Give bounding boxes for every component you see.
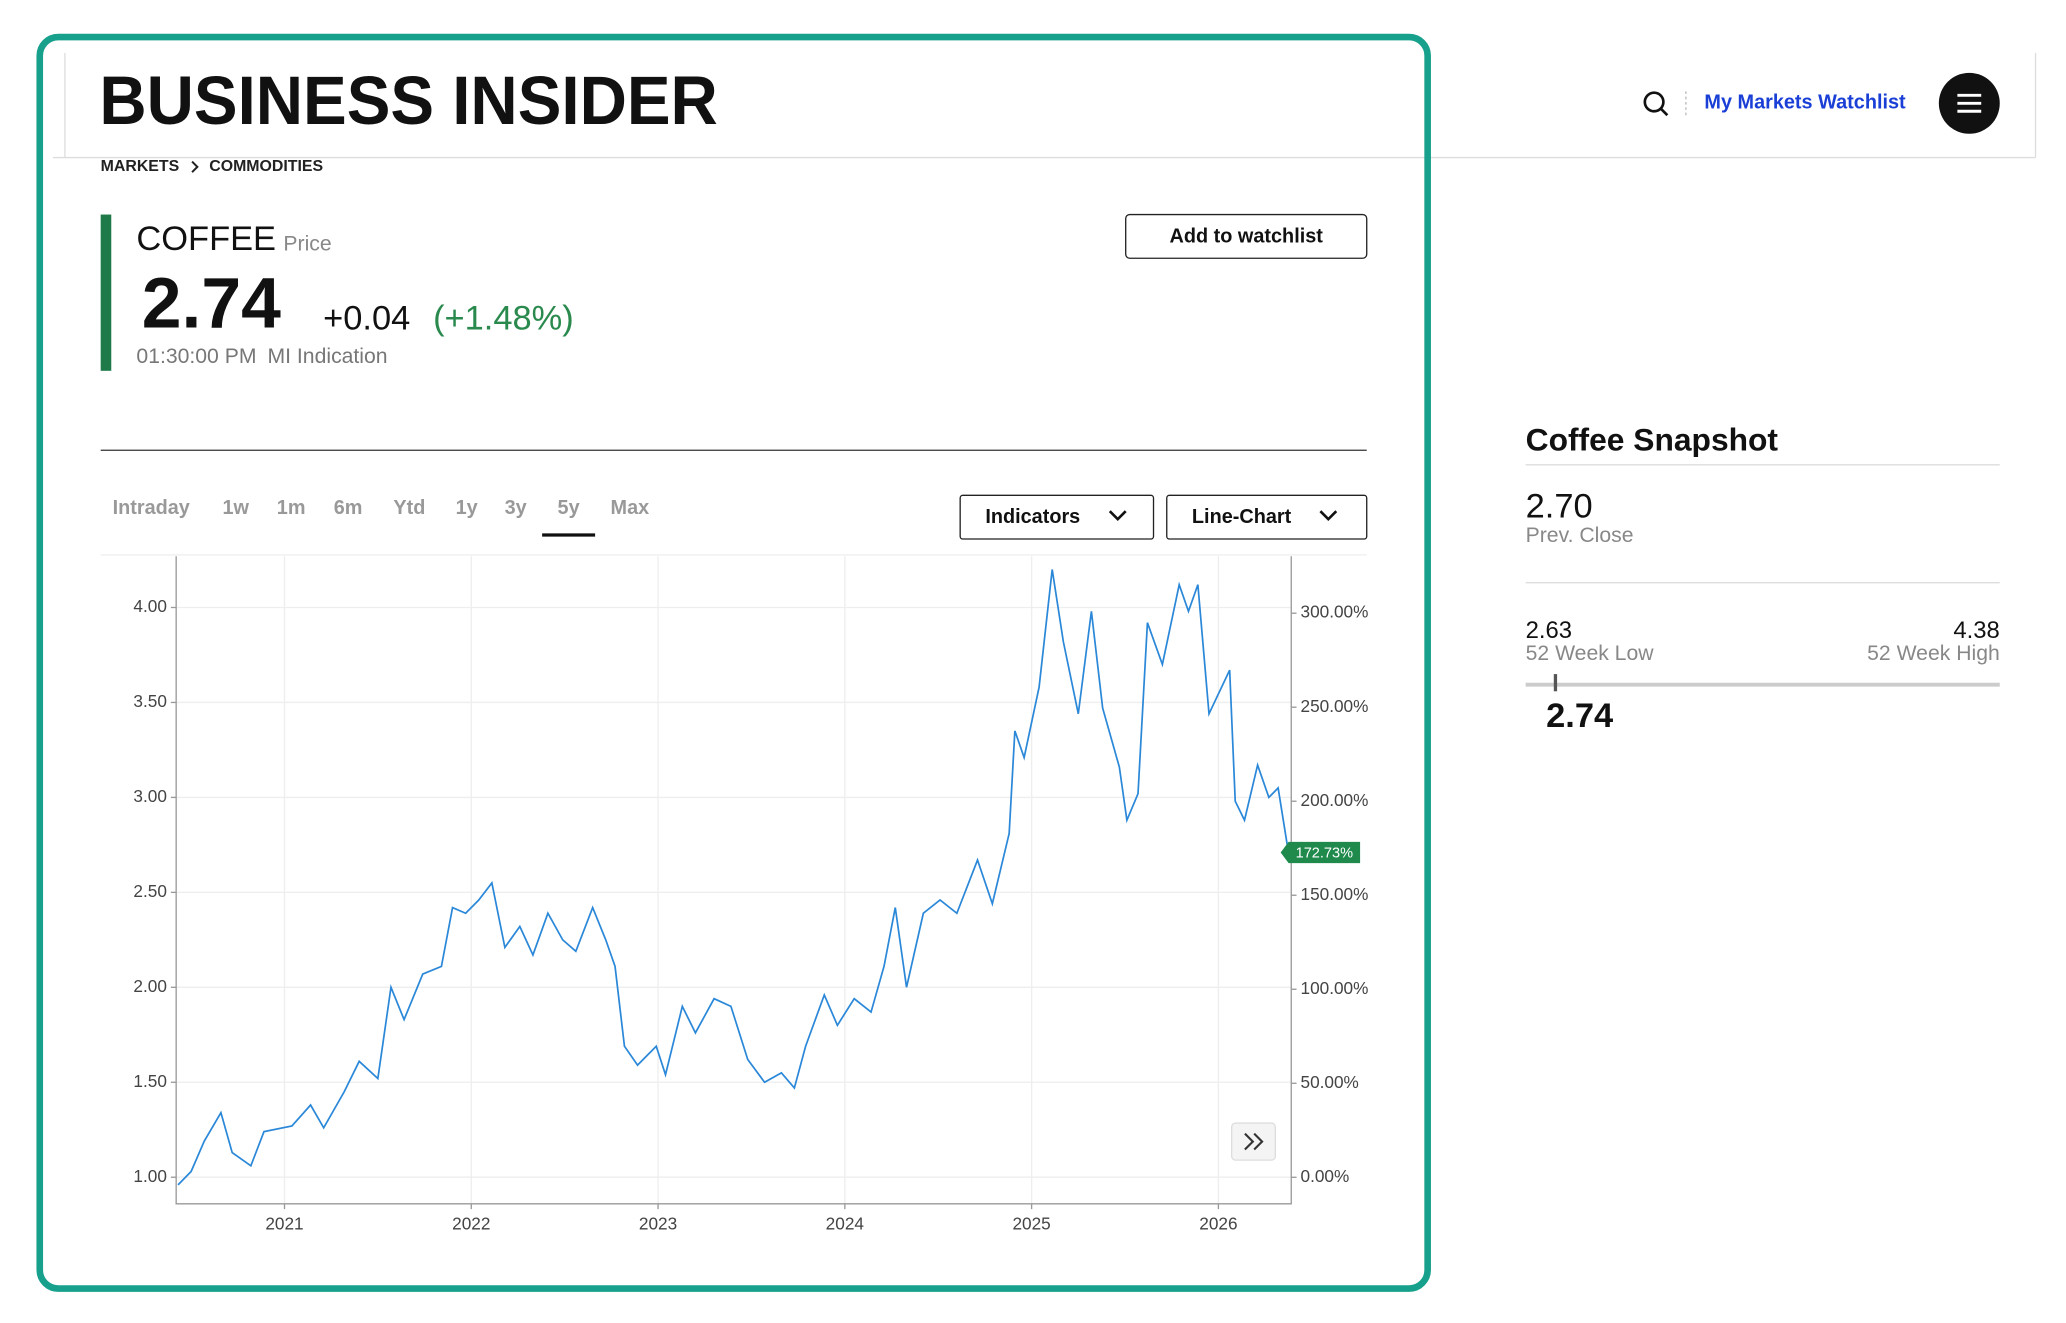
y2-tick-label: 150.00% (1301, 884, 1369, 904)
range-tab[interactable]: 1m (277, 497, 306, 519)
y-tick-label: 4.00 (133, 596, 166, 616)
dropdown-chevron (1319, 510, 1338, 522)
range-current: 2.74 (1546, 697, 1613, 735)
prev-close: 2.70 (1526, 488, 1593, 526)
search-icon (1659, 107, 1669, 117)
range-tab[interactable]: 6m (334, 497, 363, 519)
range-tab[interactable]: 5y (558, 497, 580, 519)
snapshot-title: Coffee Snapshot (1526, 422, 1779, 458)
range-tab[interactable]: Max (611, 497, 650, 519)
price-line (177, 569, 1289, 1186)
week-low: 2.63 (1526, 617, 1572, 644)
indicators-label[interactable]: Indicators (985, 506, 1080, 528)
week-low-label: 52 Week Low (1526, 642, 1655, 665)
highlight-frame (36, 33, 1431, 1292)
logo[interactable]: BUSINESS INSIDER (99, 62, 717, 139)
scroll-icon (1244, 1132, 1264, 1151)
quote-source: MI Indication (268, 345, 388, 368)
x-tick-label: 2022 (452, 1214, 490, 1234)
menu-icon (1957, 93, 1982, 113)
y2-tick-label: 200.00% (1301, 790, 1369, 810)
chart-type-label[interactable]: Line-Chart (1192, 506, 1292, 528)
range-tab[interactable]: 1y (456, 497, 478, 519)
price-change-percent: (+1.48%) (433, 300, 574, 338)
y2-tick-label: 250.00% (1301, 696, 1369, 716)
y-tick-label: 3.00 (133, 786, 166, 806)
y-tick-label: 1.50 (133, 1071, 166, 1091)
y-tick-label: 1.00 (133, 1166, 166, 1186)
search-icon[interactable] (1643, 91, 1665, 113)
plot-frame (175, 556, 1292, 1205)
y2-tick-label: 0.00% (1301, 1166, 1350, 1186)
y2-tick-label: 300.00% (1301, 602, 1369, 622)
instrument-name: COFFEE (136, 220, 276, 258)
dropdown-chevron (1108, 510, 1127, 522)
breadcrumb[interactable]: MARKETS (101, 158, 180, 175)
y2-tick-label: 100.00% (1301, 978, 1369, 998)
x-tick-label: 2024 (826, 1214, 865, 1234)
breadcrumb[interactable]: COMMODITIES (209, 158, 323, 175)
price: 2.74 (142, 263, 281, 343)
price-change: +0.04 (323, 300, 410, 338)
current-marker (1280, 841, 1361, 864)
range-tab[interactable]: Intraday (113, 497, 190, 519)
name-suffix: Price (283, 233, 331, 256)
y-tick-label: 3.50 (133, 691, 166, 711)
chart-type-button[interactable] (1166, 494, 1368, 540)
watchlist-link[interactable]: My Markets Watchlist (1704, 92, 1906, 114)
range-tab[interactable]: 3y (505, 497, 527, 519)
week-high: 4.38 (1953, 617, 1999, 644)
indicators-button[interactable] (959, 494, 1155, 540)
y-tick-label: 2.00 (133, 976, 166, 996)
accent-bar (100, 214, 112, 371)
range-tab[interactable]: Ytd (393, 497, 425, 519)
watch-button[interactable] (1125, 213, 1368, 259)
x-tick-label: 2023 (639, 1214, 677, 1234)
prev-close-label: Prev. Close (1526, 524, 1634, 547)
current-marker-label: 172.73% (1296, 846, 1353, 862)
x-tick-label: 2021 (265, 1214, 303, 1234)
watch-button-label[interactable]: Add to watchlist (1170, 225, 1324, 247)
week-high-label: 52 Week High (1867, 642, 2000, 665)
x-tick-label: 2026 (1199, 1214, 1237, 1234)
x-tick-label: 2025 (1012, 1214, 1050, 1234)
y2-tick-label: 50.00% (1301, 1072, 1359, 1092)
y-tick-label: 2.50 (133, 881, 166, 901)
breadcrumb-chevron (191, 160, 199, 173)
range-tab[interactable]: 1w (223, 497, 250, 519)
quote-time: 01:30:00 PM (136, 345, 256, 368)
